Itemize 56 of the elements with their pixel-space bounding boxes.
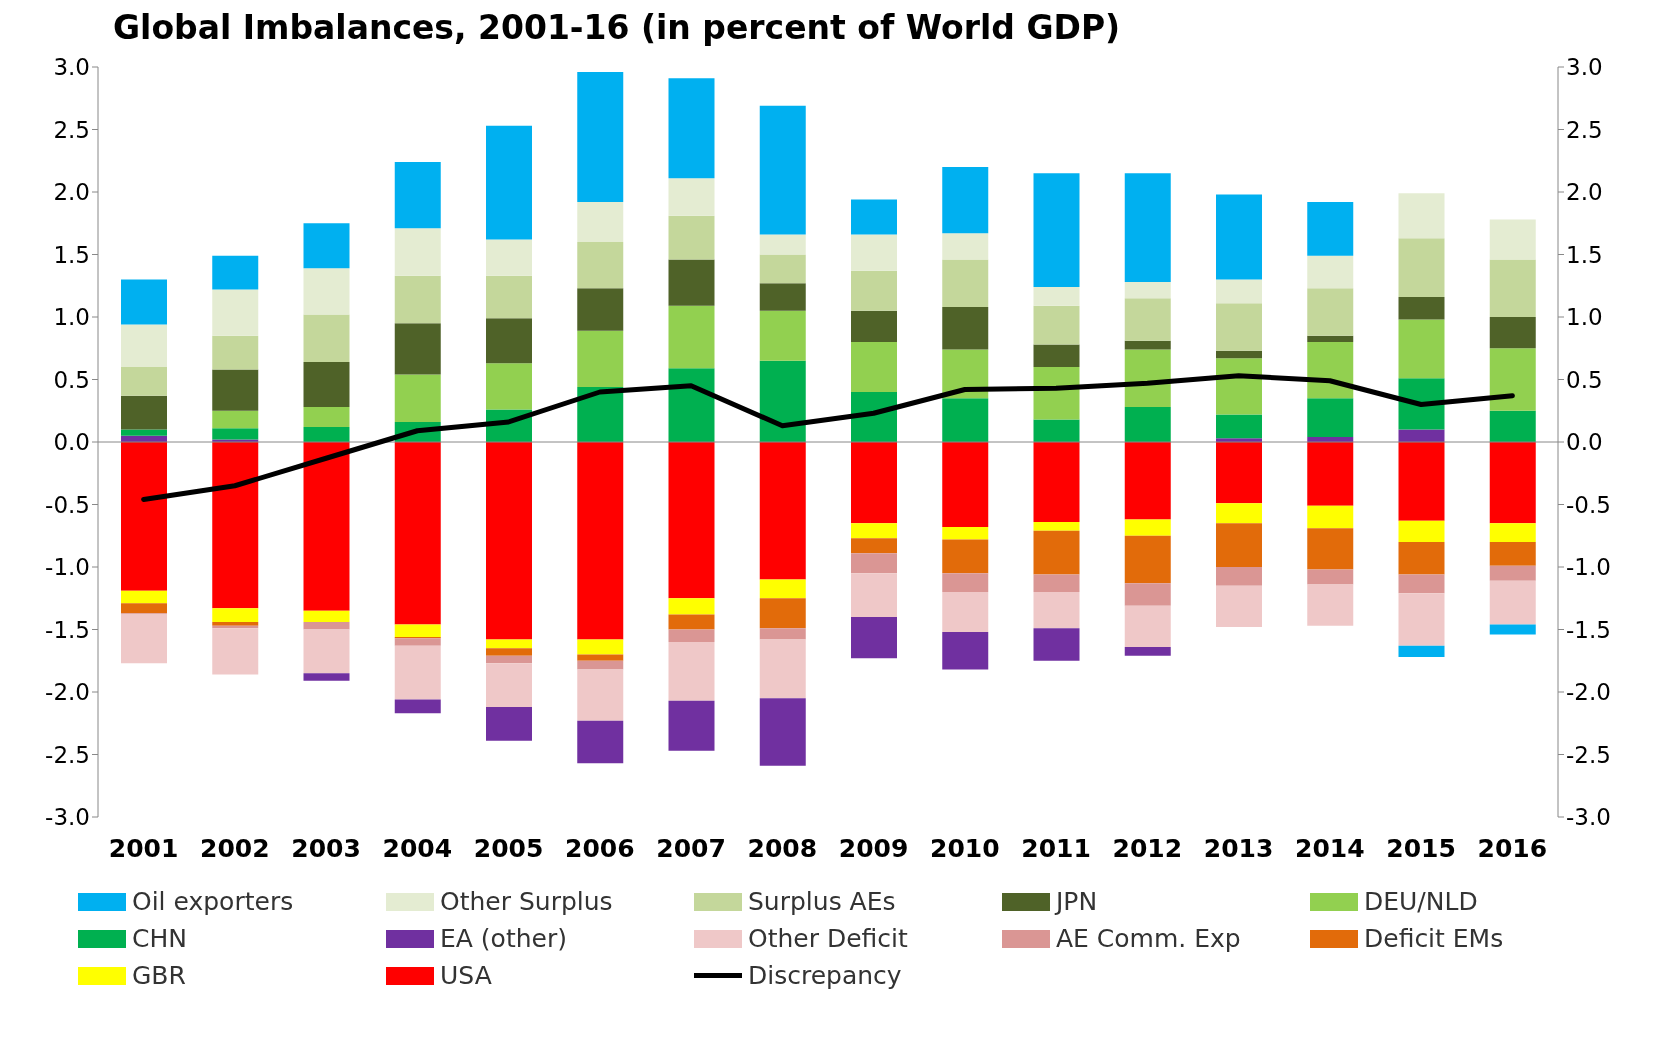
x-tick-label: 2011 [1021, 833, 1091, 863]
y-tick-label: 2.0 [53, 179, 90, 206]
x-tick-label: 2015 [1386, 833, 1456, 863]
y-tick-label: -2.5 [45, 741, 90, 768]
legend-label: Deficit EMs [1364, 924, 1504, 953]
legend-label: Other Surplus [440, 887, 613, 916]
y-tick-label: 1.5 [53, 241, 90, 268]
chart-title: Global Imbalances, 2001-16 (in percent of World GDP) [113, 8, 1122, 47]
y2-tick-label: -2.5 [1566, 741, 1611, 768]
x-tick-label: 2012 [1112, 833, 1183, 863]
y-tick-label: -2.0 [45, 679, 90, 706]
x-tick-label: 2014 [1295, 833, 1365, 863]
legend-label: Oil exporters [132, 887, 294, 916]
legend-label: CHN [132, 924, 187, 953]
x-tick-label: 2010 [930, 833, 1000, 863]
x-tick-label: 2003 [291, 833, 361, 863]
y-tick-label: -1.0 [45, 554, 90, 581]
y2-tick-label: -1.0 [1566, 554, 1611, 581]
x-tick-label: 2013 [1203, 833, 1274, 863]
y2-tick-label: 0.0 [1566, 429, 1603, 456]
legend-label: Other Deficit [748, 924, 908, 953]
y-tick-label: 1.0 [53, 304, 90, 331]
y2-tick-label: 0.5 [1566, 366, 1603, 393]
y-tick-label: -0.5 [45, 491, 90, 518]
y2-tick-label: 2.5 [1566, 116, 1603, 143]
y2-tick-label: -0.5 [1566, 491, 1611, 518]
y2-tick-label: 1.5 [1566, 241, 1603, 268]
x-tick-label: 2016 [1477, 833, 1548, 863]
x-tick-label: 2002 [200, 833, 270, 863]
y-tick-label: 0.5 [53, 366, 90, 393]
x-tick-label: 2001 [108, 833, 179, 863]
legend-label: JPN [1056, 887, 1098, 916]
x-tick-label: 2006 [565, 833, 635, 863]
x-tick-label: 2007 [656, 833, 726, 863]
x-tick-label: 2009 [838, 833, 909, 863]
y2-tick-label: 3.0 [1566, 54, 1603, 81]
x-tick-label: 2008 [747, 833, 818, 863]
y-tick-label: -1.5 [45, 616, 90, 643]
y2-tick-label: -1.5 [1566, 616, 1611, 643]
y-tick-label: 3.0 [53, 54, 90, 81]
y2-tick-label: -3.0 [1566, 804, 1611, 831]
legend-label: USA [440, 961, 492, 990]
legend-label: AE Comm. Exp [1056, 924, 1241, 953]
y2-tick-label: 2.0 [1566, 179, 1603, 206]
y-tick-label: 0.0 [53, 429, 90, 456]
y2-tick-label: 1.0 [1566, 304, 1603, 331]
y-tick-label: 2.5 [53, 116, 90, 143]
legend-label: GBR [132, 961, 186, 990]
x-tick-label: 2004 [382, 833, 453, 863]
y2-tick-label: -2.0 [1566, 679, 1611, 706]
legend-label: Discrepancy [748, 961, 902, 990]
x-tick-label: 2005 [473, 833, 544, 863]
y-tick-label: -3.0 [45, 804, 90, 831]
legend-label: DEU/NLD [1364, 887, 1478, 916]
legend-label: Surplus AEs [748, 887, 896, 916]
legend-label: EA (other) [440, 924, 567, 953]
